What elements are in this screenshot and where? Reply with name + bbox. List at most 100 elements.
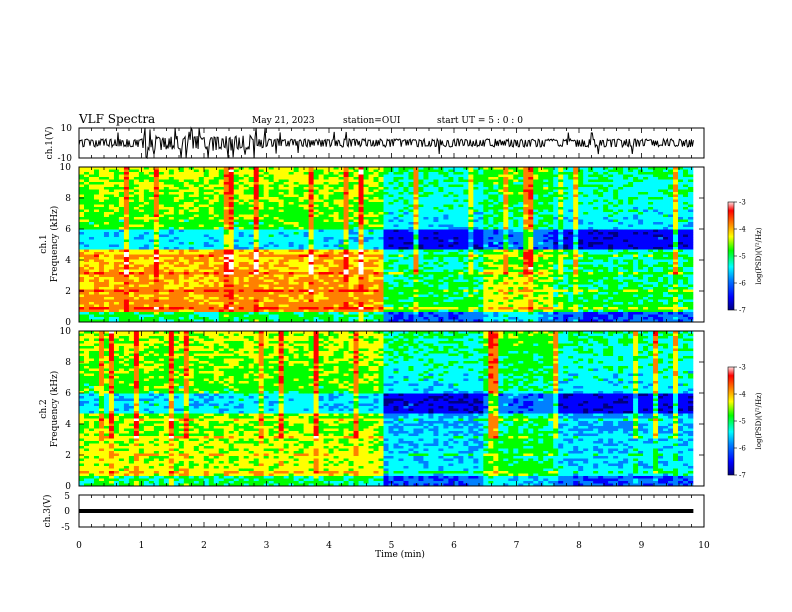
spectrogram-cell	[273, 222, 280, 225]
spectrogram-cell	[203, 169, 210, 173]
spectrogram-cell	[88, 244, 95, 248]
spectrogram-cell	[433, 264, 439, 268]
spectrogram-cell	[343, 279, 349, 283]
spectrogram-cell	[303, 249, 310, 253]
spectrogram-cell	[398, 289, 404, 293]
spectrogram-cell	[188, 239, 195, 243]
spectrogram-cell	[388, 202, 394, 205]
spectrogram-cell	[223, 287, 230, 290]
spectrogram-cell	[373, 204, 379, 208]
spectrogram-cell	[338, 224, 344, 228]
spectrogram-cell	[103, 274, 110, 278]
spectrogram-cell	[368, 207, 374, 210]
spectrogram-cell	[88, 242, 95, 245]
spectrogram-cell	[93, 212, 100, 215]
spectrogram-cell	[223, 234, 230, 238]
spectrogram-cell	[303, 189, 310, 193]
spectrogram-cell	[188, 282, 195, 285]
spectrogram-cell	[373, 312, 379, 315]
spectrogram-cell	[458, 234, 464, 238]
spectrogram-cell	[373, 209, 379, 213]
spectrogram-cell	[263, 212, 270, 215]
spectrogram-cell	[188, 179, 195, 183]
spectrogram-cell	[378, 314, 384, 318]
spectrogram-cell	[358, 184, 364, 188]
spectrogram-cell	[363, 172, 369, 175]
spectrogram-cell	[128, 267, 135, 270]
spectrogram-cell	[413, 194, 419, 198]
spectrogram-cell	[183, 199, 190, 203]
spectrogram-cell	[408, 189, 414, 193]
spectrogram-cell	[128, 214, 135, 218]
spectrogram-cell	[428, 282, 434, 285]
spectrogram-cell	[243, 224, 250, 228]
spectrogram-cell	[463, 254, 469, 258]
spectrogram-cell	[388, 222, 394, 225]
spectrogram-cell	[203, 307, 210, 310]
spectrogram-cell	[153, 299, 160, 303]
spectrogram-cell	[453, 212, 459, 215]
spectrogram-cell	[348, 267, 354, 270]
spectrogram-cell	[128, 219, 135, 223]
spectrogram-cell	[393, 207, 399, 210]
spectrogram-cell	[338, 237, 344, 240]
spectrogram-cell	[348, 317, 354, 320]
spectrogram-cell	[153, 207, 160, 210]
start-time-label: start UT = 5 : 0 : 0	[437, 116, 523, 126]
spectrogram-cell	[228, 312, 235, 315]
spectrogram-cell	[473, 279, 479, 283]
spectrogram-cell	[223, 289, 230, 293]
spectrogram-cell	[93, 197, 100, 200]
spectrogram-cell	[243, 197, 250, 200]
spectrogram-cell	[373, 287, 379, 290]
spectrogram-cell	[273, 299, 280, 303]
spectrogram-cell	[468, 259, 474, 263]
spectrogram-cell	[108, 262, 115, 265]
spectrogram-cell	[343, 199, 349, 203]
spectrogram-cell	[208, 234, 215, 238]
spectrogram-cell	[113, 267, 120, 270]
spectrogram-cell	[183, 184, 190, 188]
spectrogram-cell	[273, 179, 280, 183]
spectrogram-cell	[423, 232, 429, 235]
spectrogram-cell	[243, 209, 250, 213]
spectrogram-cell	[173, 257, 180, 260]
spectrogram-cell	[293, 274, 300, 278]
spectrogram-cell	[188, 269, 195, 273]
spectrogram-cell	[108, 182, 115, 185]
spectrogram-cell	[473, 252, 479, 255]
spectrogram-cell	[413, 169, 419, 173]
spectrogram-cell	[383, 284, 389, 288]
spectrogram-cell	[278, 264, 285, 268]
spectrogram-cell	[363, 279, 369, 283]
spectrogram-cell	[208, 189, 215, 193]
spectrogram-cell	[383, 227, 389, 230]
spectrogram-cell	[173, 309, 180, 313]
spectrogram-cell	[323, 277, 329, 280]
spectrogram-cell	[458, 214, 464, 218]
spectrogram-cell	[93, 247, 100, 250]
spectrogram-cell	[203, 177, 210, 180]
spectrogram-cell	[258, 279, 265, 283]
spectrogram-cell	[293, 184, 300, 188]
spectrogram-cell	[278, 212, 285, 215]
spectrogram-cell	[118, 172, 125, 175]
spectrogram-cell	[368, 262, 374, 265]
spectrogram-cell	[103, 312, 110, 315]
spectrogram-cell	[128, 294, 135, 298]
spectrogram-cell	[448, 279, 454, 283]
spectrogram-cell	[348, 172, 354, 175]
spectrogram-cell	[258, 189, 265, 193]
spectrogram-cell	[108, 267, 115, 270]
spectrogram-cell	[233, 202, 240, 205]
spectrogram-cell	[368, 269, 374, 273]
spectrogram-cell	[233, 254, 240, 258]
spectrogram-cell	[288, 257, 295, 260]
spectrogram-cell	[318, 317, 324, 320]
spectrogram-cell	[353, 259, 359, 263]
spectrogram-cell	[363, 294, 369, 298]
spectrogram-cell	[133, 244, 140, 248]
spectrogram-cell	[98, 222, 105, 225]
spectrogram-cell	[123, 252, 130, 255]
spectrogram-cell	[93, 207, 100, 210]
